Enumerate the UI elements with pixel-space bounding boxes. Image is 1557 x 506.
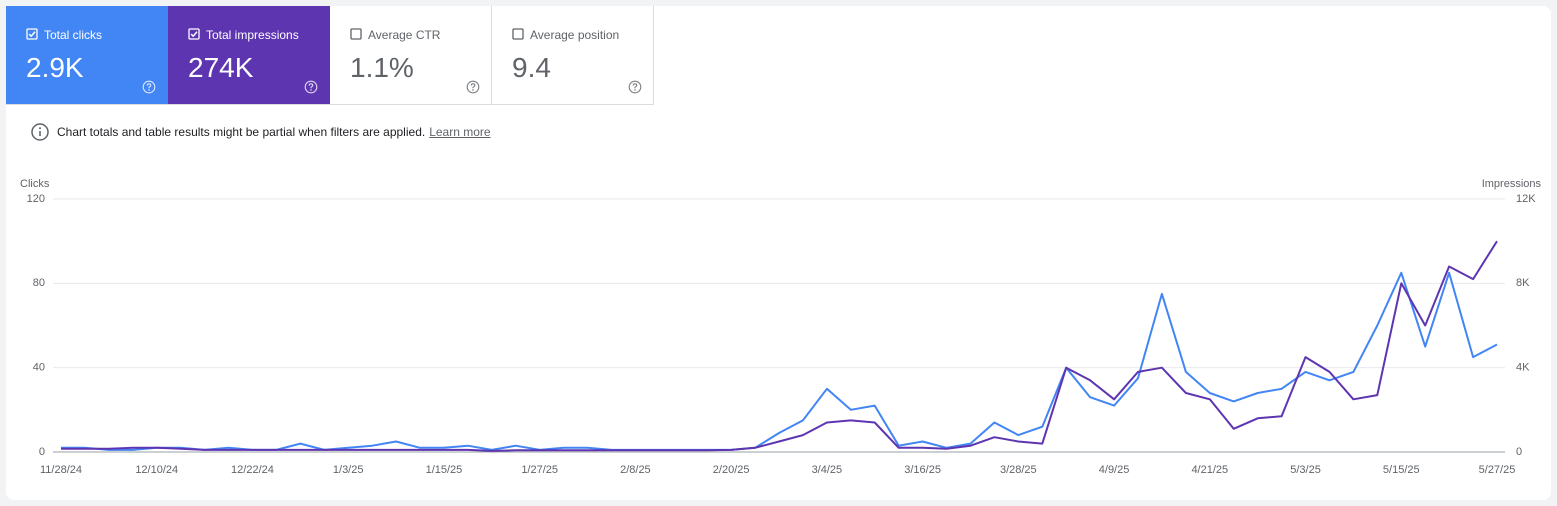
help-icon[interactable] xyxy=(142,80,156,94)
help-icon[interactable] xyxy=(466,80,480,94)
metric-value: 9.4 xyxy=(512,52,551,83)
notice-text: Chart totals and table results might be … xyxy=(57,125,426,139)
help-icon[interactable] xyxy=(628,80,642,94)
series-line xyxy=(61,271,1498,451)
checkbox[interactable] xyxy=(512,28,524,40)
x-tick-label: 4/21/25 xyxy=(1191,464,1228,476)
y2-axis-title: Impressions xyxy=(1482,178,1542,190)
x-tick-label: 3/4/25 xyxy=(812,464,843,476)
metric-card[interactable]: Total impressions 274K xyxy=(168,6,330,105)
notice: Chart totals and table results might be … xyxy=(30,122,491,142)
learn-more-link[interactable]: Learn more xyxy=(429,125,491,139)
y2-tick-label: 4K xyxy=(1516,362,1530,374)
metric-value: 2.9K xyxy=(26,52,84,83)
x-tick-label: 1/27/25 xyxy=(521,464,558,476)
metric-card[interactable]: Average position 9.4 xyxy=(492,6,654,105)
checkbox[interactable] xyxy=(350,28,362,40)
x-tick-label: 5/3/25 xyxy=(1290,464,1321,476)
metric-label: Average position xyxy=(530,28,620,42)
x-tick-label: 1/15/25 xyxy=(426,464,463,476)
y-tick-label: 120 xyxy=(27,193,45,205)
y2-tick-label: 0 xyxy=(1516,446,1522,458)
checkbox[interactable] xyxy=(26,28,38,40)
panel: Total clicks 2.9K Total impressions 274K Ave… xyxy=(6,6,1551,500)
metric-label: Average CTR xyxy=(368,28,441,42)
x-tick-label: 5/15/25 xyxy=(1383,464,1420,476)
x-tick-label: 2/8/25 xyxy=(620,464,651,476)
x-tick-label: 3/28/25 xyxy=(1000,464,1037,476)
series-line xyxy=(61,240,1498,452)
y2-tick-label: 12K xyxy=(1516,193,1536,205)
metric-label: Total impressions xyxy=(206,28,299,42)
y-axis-title: Clicks xyxy=(20,178,50,190)
x-tick-label: 12/22/24 xyxy=(231,464,274,476)
x-tick-label: 11/28/24 xyxy=(40,464,82,476)
y-tick-label: 0 xyxy=(39,446,45,458)
y-tick-label: 40 xyxy=(33,362,45,374)
info-icon xyxy=(31,123,49,141)
x-tick-label: 12/10/24 xyxy=(135,464,178,476)
metric-value: 274K xyxy=(188,52,254,83)
y-tick-label: 80 xyxy=(33,277,45,289)
metric-cards: Total clicks 2.9K Total impressions 274K Ave… xyxy=(6,6,654,105)
metric-value: 1.1% xyxy=(350,52,414,83)
y2-tick-label: 8K xyxy=(1516,277,1530,289)
x-tick-label: 2/20/25 xyxy=(713,464,750,476)
x-tick-label: 3/16/25 xyxy=(904,464,941,476)
metric-label: Total clicks xyxy=(44,28,103,42)
x-tick-label: 1/3/25 xyxy=(333,464,364,476)
checkbox[interactable] xyxy=(188,28,200,40)
help-icon[interactable] xyxy=(304,80,318,94)
x-tick-label: 4/9/25 xyxy=(1099,464,1130,476)
metric-card[interactable]: Total clicks 2.9K xyxy=(6,6,168,105)
x-tick-label: 5/27/25 xyxy=(1479,464,1516,476)
metric-card[interactable]: Average CTR 1.1% xyxy=(330,6,492,105)
